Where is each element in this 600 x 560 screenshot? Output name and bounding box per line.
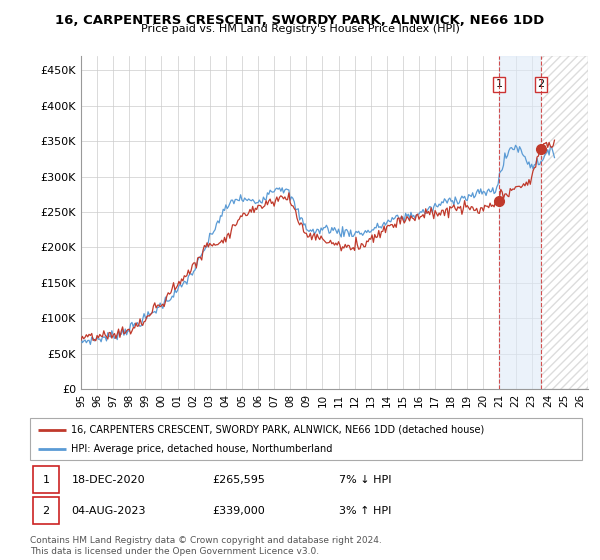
- Bar: [541, 56, 588, 389]
- Text: 2: 2: [538, 80, 545, 90]
- Text: £339,000: £339,000: [212, 506, 265, 516]
- Text: Price paid vs. HM Land Registry's House Price Index (HPI): Price paid vs. HM Land Registry's House …: [140, 24, 460, 34]
- FancyBboxPatch shape: [33, 497, 59, 524]
- Text: Contains HM Land Registry data © Crown copyright and database right 2024.
This d: Contains HM Land Registry data © Crown c…: [30, 536, 382, 556]
- Bar: [499, 56, 541, 389]
- Text: 16, CARPENTERS CRESCENT, SWORDY PARK, ALNWICK, NE66 1DD (detached house): 16, CARPENTERS CRESCENT, SWORDY PARK, AL…: [71, 424, 485, 435]
- Text: 1: 1: [496, 80, 502, 90]
- Text: HPI: Average price, detached house, Northumberland: HPI: Average price, detached house, Nort…: [71, 444, 333, 454]
- Text: 3% ↑ HPI: 3% ↑ HPI: [339, 506, 391, 516]
- Text: 1: 1: [43, 475, 50, 484]
- FancyBboxPatch shape: [30, 418, 582, 460]
- Text: 04-AUG-2023: 04-AUG-2023: [71, 506, 146, 516]
- Text: 16, CARPENTERS CRESCENT, SWORDY PARK, ALNWICK, NE66 1DD: 16, CARPENTERS CRESCENT, SWORDY PARK, AL…: [55, 14, 545, 27]
- Text: 7% ↓ HPI: 7% ↓ HPI: [339, 475, 392, 484]
- Text: 18-DEC-2020: 18-DEC-2020: [71, 475, 145, 484]
- Text: 2: 2: [43, 506, 50, 516]
- Bar: [541, 56, 588, 389]
- Text: £265,595: £265,595: [212, 475, 265, 484]
- FancyBboxPatch shape: [33, 466, 59, 493]
